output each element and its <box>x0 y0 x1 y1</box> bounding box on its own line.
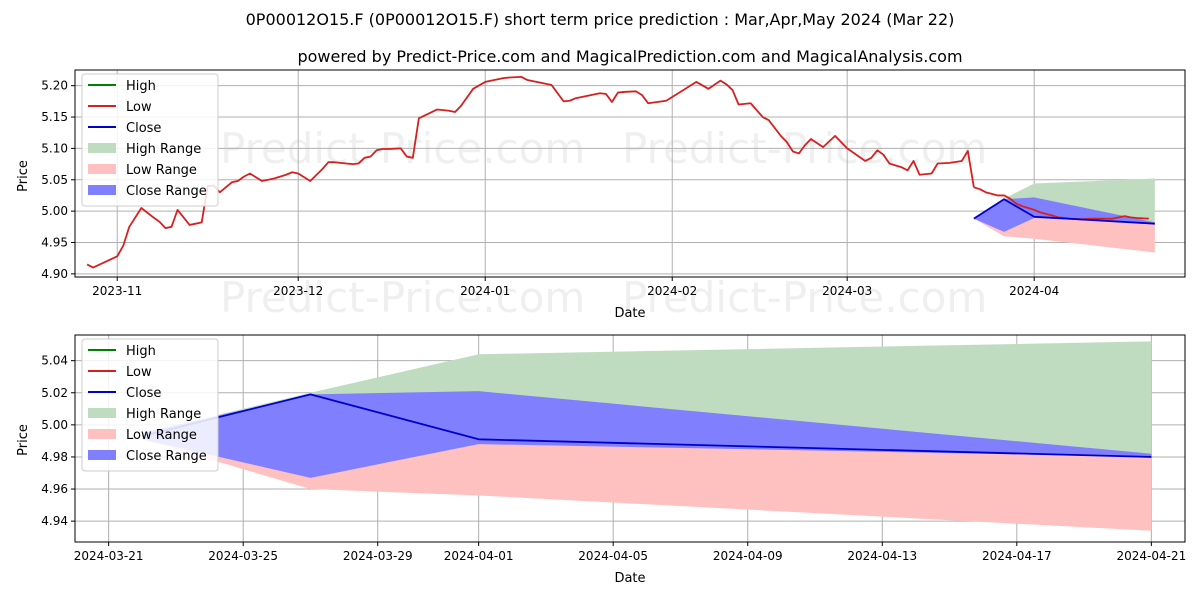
top-y-tick-label: 4.90 <box>41 267 68 281</box>
bottom-forecast-chart: Predict-Price.com Predict-Price.com 2024… <box>16 334 1186 586</box>
watermark-top-4: Predict-Price.com <box>622 273 987 322</box>
bottom-y-ticks: 4.94 4.96 4.98 5.00 5.02 5.04 <box>41 354 75 528</box>
top-legend-high-range-swatch <box>88 143 116 153</box>
top-plot-frame <box>74 69 1186 278</box>
top-y-tick-label: 5.10 <box>41 141 68 155</box>
bottom-y-tick-label: 5.00 <box>41 418 68 432</box>
bottom-legend-high-label: High <box>126 344 156 359</box>
top-y-tick-label: 5.00 <box>41 204 68 218</box>
bottom-x-tick-label: 2024-03-21 <box>74 549 144 563</box>
top-x-tick-label: 2023-12 <box>273 284 323 298</box>
top-legend: High Low Close High Range Low Range Close Ran… <box>81 73 219 207</box>
top-legend-high-range-label: High Range <box>126 142 201 157</box>
top-legend-low-label: Low <box>126 100 152 115</box>
top-y-ticks: 4.90 4.95 5.00 5.05 5.10 5.15 5.20 <box>41 79 75 281</box>
bottom-x-tick-label: 2024-04-05 <box>578 549 648 563</box>
bottom-legend-low-range-label: Low Range <box>126 428 197 443</box>
top-y-tick-label: 4.95 <box>41 236 68 250</box>
top-close-range-area <box>973 197 1155 232</box>
top-legend-low-range-label: Low Range <box>126 163 197 178</box>
top-x-tick-label: 2024-02 <box>647 284 697 298</box>
bottom-y-tick-label: 5.04 <box>41 354 68 368</box>
top-low-price-line <box>973 186 1149 221</box>
bottom-close-range-area <box>142 391 1152 478</box>
bottom-x-ticks: 2024-03-21 2024-03-25 2024-03-29 2024-04-01… <box>74 542 1186 563</box>
top-y-tick-label: 5.15 <box>41 110 68 124</box>
top-y-tick-label: 5.05 <box>41 173 68 187</box>
top-legend-close-label: Close <box>126 121 161 136</box>
bottom-legend-close-range-label: Close Range <box>126 449 207 464</box>
top-x-tick-label: 2024-01 <box>460 284 510 298</box>
watermark-top-3: Predict-Price.com <box>220 273 585 322</box>
bottom-y-tick-label: 4.98 <box>41 450 68 464</box>
top-price-lines <box>86 76 1155 269</box>
top-x-ticks: 2023-11 2023-12 2024-01 2024-02 2024-03 2024-… <box>92 277 1059 298</box>
top-x-tick-label: 2024-04 <box>1009 284 1059 298</box>
top-legend-high-label: High <box>126 79 156 94</box>
bottom-y-axis-label: Price <box>16 424 31 456</box>
bottom-x-axis-label: Date <box>614 571 645 586</box>
chart-title: 0P00012O15.F (0P00012O15.F) short term p… <box>246 10 955 29</box>
bottom-y-tick-label: 4.94 <box>41 514 68 528</box>
bottom-legend-high-range-swatch <box>88 408 116 418</box>
bottom-legend: High Low Close High Range Low Range Close Ran… <box>81 338 219 472</box>
bottom-legend-low-range-swatch <box>88 429 116 439</box>
bottom-close-forecast-line <box>142 393 1152 458</box>
bottom-plot-frame <box>74 334 1186 543</box>
bottom-x-tick-label: 2024-04-09 <box>713 549 783 563</box>
top-y-tick-label: 5.20 <box>41 79 68 93</box>
top-legend-close-range-swatch <box>88 185 116 195</box>
bottom-legend-close-label: Close <box>126 386 161 401</box>
top-legend-close-range-label: Close Range <box>126 184 207 199</box>
bottom-x-tick-label: 2024-03-25 <box>208 549 278 563</box>
bottom-y-tick-label: 4.96 <box>41 482 68 496</box>
bottom-y-tick-label: 5.02 <box>41 386 68 400</box>
bottom-price-lines <box>142 393 1152 458</box>
top-low-price-line <box>86 76 975 269</box>
bottom-x-tick-label: 2024-03-29 <box>343 549 413 563</box>
top-x-tick-label: 2023-11 <box>92 284 142 298</box>
top-high-range-area <box>973 178 1155 224</box>
top-close-forecast-line <box>973 198 1155 225</box>
top-x-tick-label: 2024-03 <box>822 284 872 298</box>
bottom-legend-close-range-swatch <box>88 450 116 460</box>
bottom-x-tick-label: 2024-04-21 <box>1116 549 1186 563</box>
top-forecast-areas <box>973 178 1155 253</box>
bottom-legend-high-range-label: High Range <box>126 407 201 422</box>
chart-subtitle: powered by Predict-Price.com and Magical… <box>297 47 962 66</box>
bottom-high-range-area <box>142 341 1152 457</box>
top-legend-low-range-swatch <box>88 164 116 174</box>
bottom-x-tick-label: 2024-04-17 <box>982 549 1052 563</box>
bottom-legend-low-label: Low <box>126 365 152 380</box>
top-y-axis-label: Price <box>16 160 31 192</box>
top-price-chart: Predict-Price.com Predict-Price.com Pred… <box>16 69 1186 322</box>
bottom-forecast-areas <box>142 341 1152 531</box>
top-grid <box>75 70 1185 277</box>
top-x-axis-label: Date <box>614 306 645 321</box>
bottom-x-tick-label: 2024-04-13 <box>847 549 917 563</box>
bottom-x-tick-label: 2024-04-01 <box>444 549 514 563</box>
